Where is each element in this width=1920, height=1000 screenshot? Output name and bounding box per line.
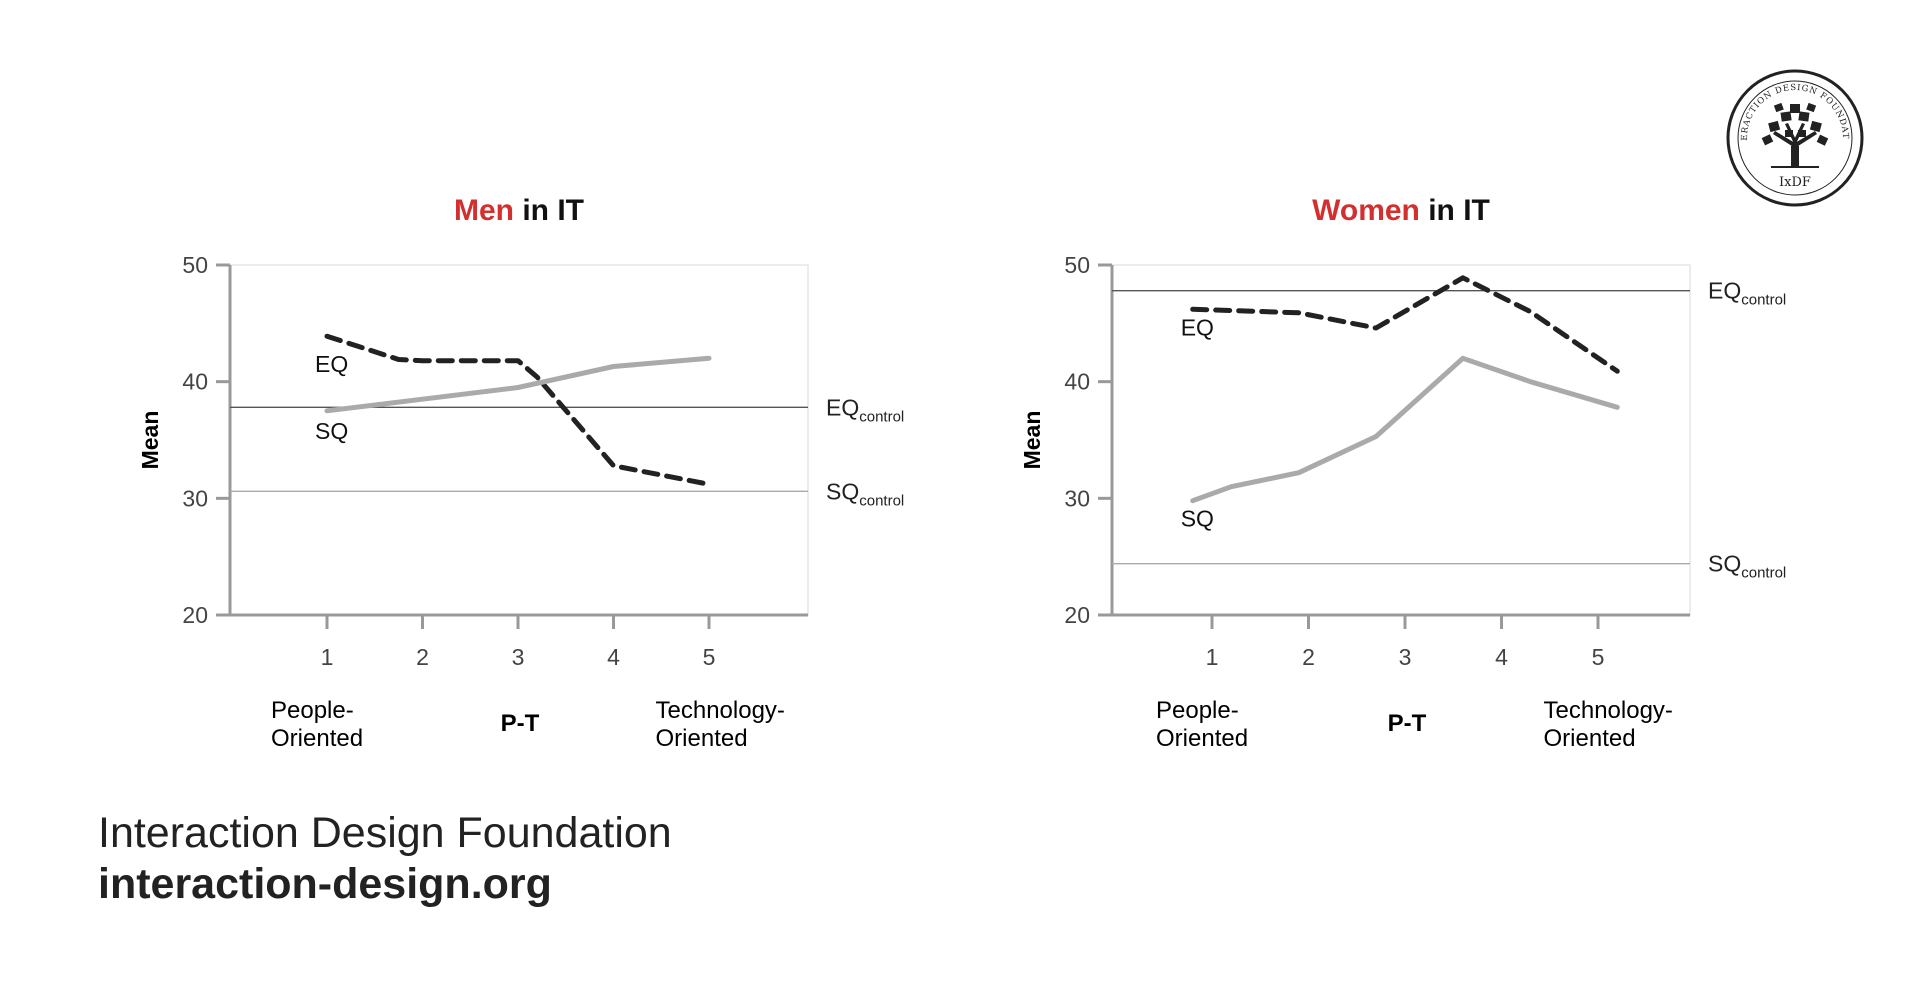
x-right-label-line1: Technology- <box>1544 697 1673 724</box>
series-line-eq <box>1190 275 1620 374</box>
series-label-sq: SQ <box>315 418 348 444</box>
x-tick-label: 4 <box>607 644 620 670</box>
series-line-sq <box>324 355 712 414</box>
series-label-sq: SQ <box>1181 506 1214 532</box>
chart-title-rest: in IT <box>1420 194 1490 227</box>
reference-label-sub: control <box>1741 565 1786 582</box>
y-axis-label: Mean <box>137 411 163 470</box>
x-tick-label: 5 <box>703 644 716 670</box>
org-name: Interaction Design Foundation <box>98 809 672 857</box>
reference-label-sub: control <box>859 492 904 509</box>
x-left-label-line2: Oriented <box>1156 725 1248 752</box>
reference-label-sq: SQcontrol <box>826 478 904 509</box>
x-left-label-line1: People- <box>1156 697 1239 724</box>
x-tick-label: 3 <box>512 644 525 670</box>
org-url[interactable]: interaction-design.org <box>98 859 552 908</box>
reference-label-sq: SQcontrol <box>1708 551 1786 582</box>
logo-abbrev: IxDF <box>1779 175 1811 190</box>
x-tick-label: 3 <box>1399 644 1412 670</box>
ixdf-seal-icon: INTERACTION DESIGN FOUNDATION IxDF <box>1721 61 1864 207</box>
reference-label-eq: EQcontrol <box>1708 278 1786 309</box>
x-axis-label: P-T <box>1388 710 1427 737</box>
reference-label-sub: control <box>859 408 904 425</box>
x-right-label-line2: Oriented <box>1544 725 1636 752</box>
y-tick-label: 30 <box>182 485 208 511</box>
series-label-eq: EQ <box>1181 314 1214 340</box>
series-line-sq <box>1190 355 1620 504</box>
x-right-label-line1: Technology- <box>656 697 785 724</box>
reference-label-eq: EQcontrol <box>826 394 904 425</box>
y-tick-label: 40 <box>182 369 208 395</box>
y-tick-label: 20 <box>182 602 208 628</box>
reference-label-base: SQ <box>1708 551 1741 577</box>
reference-label-base: EQ <box>826 394 859 420</box>
x-tick-label: 2 <box>1302 644 1315 670</box>
x-tick-label: 5 <box>1592 644 1605 670</box>
y-tick-label: 30 <box>1064 485 1090 511</box>
reference-label-base: SQ <box>826 478 859 504</box>
x-left-label-line2: Oriented <box>271 725 363 752</box>
chart-title-highlight: Women <box>1312 194 1420 227</box>
y-tick-label: 40 <box>1064 369 1090 395</box>
reference-label-base: EQ <box>1708 278 1741 304</box>
y-tick-label: 50 <box>182 252 208 278</box>
x-tick-label: 1 <box>321 644 334 670</box>
series-label-eq: EQ <box>315 351 348 377</box>
x-tick-label: 2 <box>416 644 429 670</box>
series-line-eq <box>324 333 712 487</box>
chart-title: Women in IT <box>1312 194 1490 227</box>
y-axis-label: Mean <box>1019 411 1045 470</box>
chart-title-rest: in IT <box>514 194 584 227</box>
footer: Interaction Design Foundation interactio… <box>98 808 672 909</box>
chart-title-highlight: Men <box>454 194 514 227</box>
y-tick-label: 20 <box>1064 602 1090 628</box>
x-right-label-line2: Oriented <box>656 725 748 752</box>
reference-label-sub: control <box>1741 292 1786 309</box>
ixdf-logo: INTERACTION DESIGN FOUNDATION IxDF <box>1721 61 1865 208</box>
x-left-label-line1: People- <box>271 697 354 724</box>
y-tick-label: 50 <box>1064 252 1090 278</box>
chart-title: Men in IT <box>454 194 584 227</box>
x-tick-label: 4 <box>1495 644 1508 670</box>
x-tick-label: 1 <box>1206 644 1219 670</box>
x-axis-label: P-T <box>501 710 540 737</box>
